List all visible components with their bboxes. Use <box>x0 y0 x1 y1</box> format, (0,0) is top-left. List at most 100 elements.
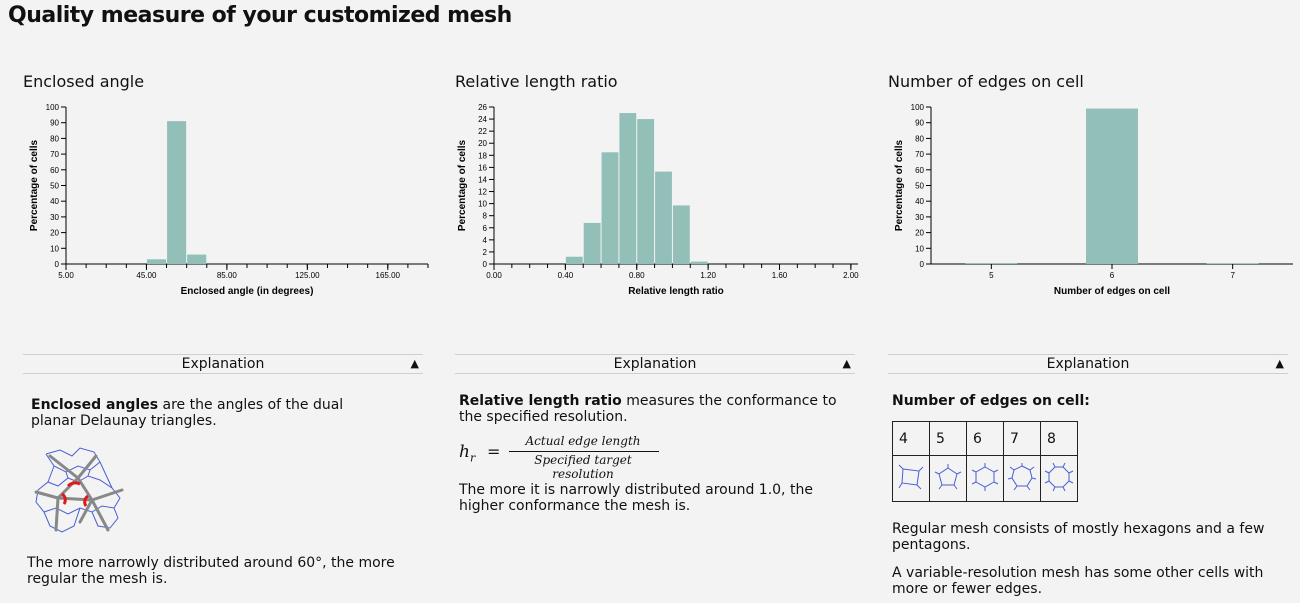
histogram-bar <box>1206 263 1259 264</box>
delaunay-triangle-illustration <box>34 447 124 533</box>
y-tick-label: 6 <box>483 224 488 233</box>
y-tick-label: 60 <box>915 166 924 175</box>
quadrilateral-cell-icon <box>892 455 930 502</box>
y-tick-label: 50 <box>50 182 59 191</box>
y-tick-label: 20 <box>915 229 924 238</box>
explanation-label: Explanation <box>613 356 697 372</box>
histogram-bar <box>690 261 708 264</box>
relative-length-formula: hr = Actual edge length Specified target… <box>459 434 669 481</box>
y-tick-label: 40 <box>50 197 59 206</box>
x-axis-label: Number of edges on cell <box>1054 286 1170 297</box>
y-tick-label: 0 <box>55 260 60 269</box>
x-axis-label: Relative length ratio <box>628 286 724 297</box>
edges-on-cell-chart: 0 10 20 30 40 50 60 70 80 90 100 Percentage of cell… <box>894 103 1293 297</box>
x-tick-label: 165.00 <box>376 271 401 280</box>
histogram-bar <box>565 256 583 264</box>
explanation-label: Explanation <box>181 356 265 372</box>
x-tick-label: 125.00 <box>295 271 320 280</box>
edges-note-regular: Regular mesh consists of mostly hexagons… <box>892 521 1265 553</box>
panel-relative-length: Relative length ratio 0 2 4 6 8 10 12 14 16 18 20 2… <box>455 0 859 603</box>
histogram-bar <box>619 113 637 265</box>
x-tick-label: 6 <box>1110 271 1115 280</box>
histogram-bar <box>583 222 601 264</box>
chart-title-edges-on-cell: Number of edges on cell <box>888 72 1084 91</box>
x-tick-label: 1.60 <box>772 271 788 280</box>
histogram-bar <box>672 205 690 264</box>
y-tick-label: 24 <box>478 115 487 124</box>
y-tick-label: 12 <box>478 188 487 197</box>
y-tick-label: 70 <box>50 150 59 159</box>
y-tick-label: 30 <box>915 213 924 222</box>
y-tick-label: 22 <box>478 127 487 136</box>
y-tick-label: 50 <box>915 182 924 191</box>
y-tick-label: 90 <box>915 119 924 128</box>
x-tick-label: 2.00 <box>843 271 859 280</box>
y-tick-label: 10 <box>915 244 924 253</box>
edges-table: 4 5 6 7 8 <box>892 421 1078 502</box>
explanation-label: Explanation <box>1046 356 1130 372</box>
y-tick-label: 100 <box>46 103 60 112</box>
hexagon-cell-icon <box>966 455 1004 502</box>
formula-numerator: Actual edge length <box>525 434 641 448</box>
chart-title-enclosed-angle: Enclosed angle <box>23 72 145 91</box>
relative-length-note: The more it is narrowly distributed arou… <box>459 482 813 514</box>
histogram-bar <box>187 254 207 264</box>
y-tick-label: 90 <box>50 119 59 128</box>
formula-denominator: Specified target resolution <box>534 453 632 481</box>
explanation-toggle-edges-on-cell[interactable]: Explanation ▲ <box>888 354 1288 374</box>
edges-header-6: 6 <box>966 421 1004 456</box>
x-tick-label: 1.20 <box>700 271 716 280</box>
y-axis-label: Percentage of cells <box>894 139 905 231</box>
relative-length-description: Relative length ratio measures the confo… <box>459 393 839 425</box>
panel-enclosed-angle: Enclosed angle 0 10 20 30 40 50 60 70 80 90 100 Per… <box>23 0 429 603</box>
enclosed-angle-term: Enclosed angles <box>31 397 159 413</box>
chevron-up-icon: ▲ <box>842 357 851 370</box>
edges-heading: Number of edges on cell: <box>892 393 1090 409</box>
pentagon-cell-icon <box>929 455 967 502</box>
enclosed-angle-chart: 0 10 20 30 40 50 60 70 80 90 100 Percentage of cell… <box>29 103 429 297</box>
enclosed-angle-note: The more narrowly distributed around 60°… <box>27 555 395 587</box>
histogram-bar <box>601 152 619 264</box>
y-tick-label: 2 <box>483 248 488 257</box>
y-tick-label: 16 <box>478 163 487 172</box>
y-axis-label: Percentage of cells <box>457 139 468 231</box>
x-tick-label: 5.00 <box>58 271 74 280</box>
y-tick-label: 0 <box>920 260 925 269</box>
edges-header-8: 8 <box>1040 421 1078 456</box>
relative-length-term: Relative length ratio <box>459 393 622 409</box>
y-tick-label: 40 <box>915 197 924 206</box>
octagon-cell-icon <box>1040 455 1078 502</box>
page-title: Quality measure of your customized mesh <box>8 3 512 28</box>
y-tick-label: 26 <box>478 103 487 112</box>
histogram-bar <box>146 259 167 264</box>
enclosed-angle-description: Enclosed angles are the angles of the du… <box>31 397 391 429</box>
edges-note-variable: A variable-resolution mesh has some othe… <box>892 565 1264 597</box>
x-tick-label: 0.00 <box>486 271 502 280</box>
y-tick-label: 10 <box>478 200 487 209</box>
histogram-bar <box>167 121 187 264</box>
explanation-toggle-relative-length[interactable]: Explanation ▲ <box>455 354 855 374</box>
histogram-bar <box>965 263 1018 264</box>
y-tick-label: 18 <box>478 151 487 160</box>
y-tick-label: 80 <box>915 134 924 143</box>
y-tick-label: 60 <box>50 166 59 175</box>
x-tick-label: 0.80 <box>629 271 645 280</box>
enclosed-angle-definition: are the angles of the dual planar Delaun… <box>31 397 344 429</box>
histogram-bar <box>655 171 672 264</box>
histogram-bar <box>1086 108 1138 264</box>
y-tick-label: 20 <box>50 229 59 238</box>
histogram-bar <box>637 119 655 264</box>
y-tick-label: 10 <box>50 244 59 253</box>
chart-title-relative-length: Relative length ratio <box>455 72 618 91</box>
y-tick-label: 4 <box>483 236 488 245</box>
formula-fraction-bar <box>509 451 659 452</box>
chevron-up-icon: ▲ <box>1275 357 1284 370</box>
y-tick-label: 8 <box>483 212 488 221</box>
explanation-toggle-enclosed-angle[interactable]: Explanation ▲ <box>23 354 423 374</box>
relative-length-definition: measures the conformance to the specifie… <box>459 393 837 425</box>
x-tick-label: 5 <box>989 271 994 280</box>
y-tick-label: 70 <box>915 150 924 159</box>
x-axis-label: Enclosed angle (in degrees) <box>181 286 314 297</box>
formula-equals: = <box>487 442 501 461</box>
